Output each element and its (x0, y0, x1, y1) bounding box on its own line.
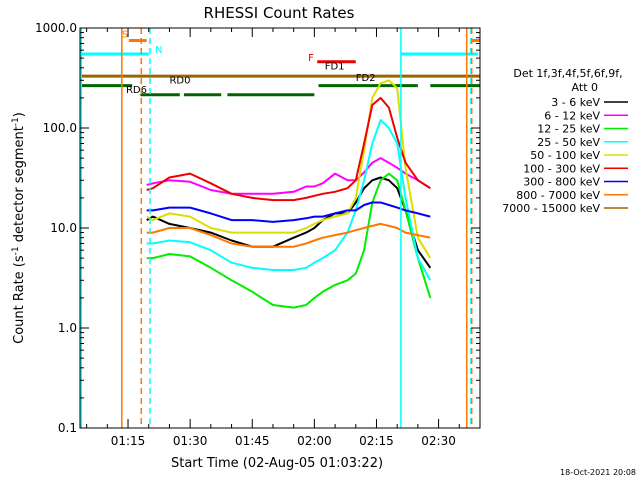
flag-label: RD6 (126, 85, 147, 96)
y-tick-label: 1000.0 (35, 21, 77, 35)
legend-header: Det 1f,3f,4f,5f,6f,9f, (513, 67, 622, 80)
legend-entry-label: 25 - 50 keV (537, 136, 600, 149)
series-line (146, 222, 431, 248)
flag-label: RD0 (169, 75, 190, 86)
y-tick-label: 1.0 (58, 321, 77, 335)
x-tick-label: 01:30 (173, 434, 208, 448)
legend-entry-label: 6 - 12 keV (544, 109, 600, 122)
x-tick-label: 02:30 (421, 434, 456, 448)
legend-entry-label: 100 - 300 keV (523, 162, 600, 175)
series-line (146, 119, 432, 281)
chart-title: RHESSI Count Rates (204, 4, 355, 22)
flag-label: F (308, 53, 314, 64)
legend-entry-label: 7000 - 15000 keV (502, 202, 600, 215)
x-axis-label: Start Time (02-Aug-05 01:03:22) (171, 456, 383, 471)
series-line (146, 172, 432, 309)
flag-label: S (122, 30, 128, 41)
y-tick-label: 100.0 (43, 121, 77, 135)
series-line (146, 201, 431, 223)
x-tick-label: 01:45 (235, 434, 270, 448)
flag-label: FD2 (356, 73, 376, 84)
legend-entry-label: 12 - 25 keV (537, 123, 600, 136)
legend-entry-label: 50 - 100 keV (530, 149, 600, 162)
y-axis-label: Count Rate (s-1 detector segment-1) (11, 112, 27, 344)
y-tick-label: 0.1 (58, 421, 77, 435)
timestamp-label: 18-Oct-2021 20:08 (560, 468, 636, 477)
x-tick-label: 02:15 (359, 434, 394, 448)
legend-header: Att 0 (572, 81, 598, 94)
series-line (146, 79, 432, 259)
legend-entry-label: 800 - 7000 keV (516, 189, 600, 202)
flag-label: FD1 (325, 61, 345, 72)
series-line (146, 157, 431, 195)
legend-entry-label: 3 - 6 keV (551, 96, 600, 109)
x-tick-label: 01:15 (111, 434, 146, 448)
y-tick-label: 10.0 (50, 221, 77, 235)
series-line (146, 96, 431, 202)
series-line (146, 176, 432, 269)
legend-entry-label: 300 - 800 keV (523, 176, 600, 189)
flag-label: N (155, 45, 162, 56)
x-tick-label: 02:00 (297, 434, 332, 448)
